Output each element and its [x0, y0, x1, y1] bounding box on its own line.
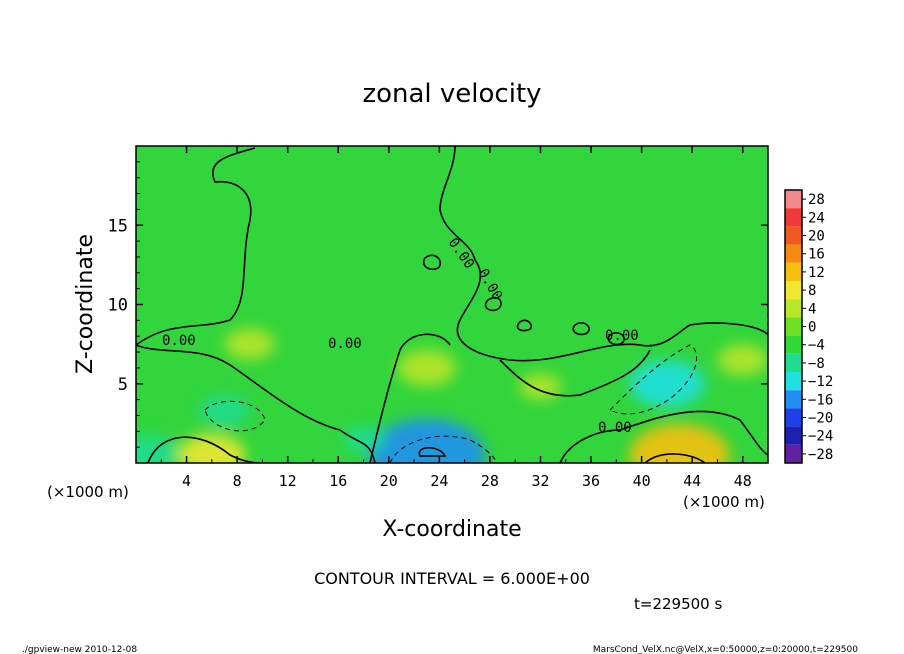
x-unit-label-right: (×1000 m) [683, 493, 765, 511]
colorbar-swatch [785, 226, 802, 245]
x-tick-label: 44 [683, 472, 701, 490]
field-feature-max [224, 328, 275, 360]
x-tick-label: 20 [380, 472, 398, 490]
colorbar-label: −24 [808, 429, 833, 445]
time-text: t=229500 s [634, 595, 722, 613]
field-feature-min [199, 395, 250, 427]
colorbar-label: −8 [808, 356, 825, 372]
colorbar-swatch [785, 244, 802, 263]
field-feature-max [717, 344, 768, 376]
contour-interval-text: CONTOUR INTERVAL = 6.000E+00 [314, 569, 590, 588]
x-tick-label: 12 [279, 472, 297, 490]
y-axis-label: Z-coordinate [73, 234, 98, 374]
field-feature-max [178, 434, 246, 463]
colorbar-swatch [785, 444, 802, 463]
colorbar-swatch [785, 317, 802, 336]
colorbar-label: −20 [808, 411, 833, 427]
x-unit-label-left: (×1000 m) [47, 483, 129, 501]
colorbar-label: 24 [808, 210, 825, 226]
contour-label: 0.00 [162, 333, 196, 349]
x-tick-label: 48 [734, 472, 752, 490]
x-tick-label: 24 [430, 472, 448, 490]
x-tick-label: 8 [233, 472, 242, 490]
y-tick-label: 10 [108, 296, 128, 316]
x-tick-label: 32 [531, 472, 549, 490]
x-tick-label: 28 [481, 472, 499, 490]
colorbar-label: 0 [808, 320, 816, 336]
colorbar-label: −4 [808, 338, 825, 354]
contour-lines [136, 146, 768, 463]
x-axis-label: X-coordinate [382, 517, 521, 542]
field-feature-max [519, 373, 562, 400]
x-tick-label: 40 [633, 472, 651, 490]
colorbar-swatch [785, 262, 802, 281]
footer-left: ./gpview-new 2010-12-08 [22, 645, 137, 654]
colorbar-label: 20 [808, 229, 825, 245]
colorbar-swatch [785, 208, 802, 227]
y-axis: 5 10 15 [108, 161, 768, 448]
chart-title: zonal velocity [362, 79, 541, 109]
contour-label: 0.00 [328, 336, 362, 352]
colorbar-swatch [785, 426, 802, 445]
colorbar-swatch [785, 372, 802, 391]
colorbar-swatch [785, 390, 802, 409]
colorbar-swatch [785, 299, 802, 318]
colorbar-label: −16 [808, 392, 833, 408]
contour-label: 0.00 [605, 328, 639, 344]
colorbar-label: 8 [808, 283, 816, 299]
plot-area [136, 146, 768, 463]
colorbar-label: 28 [808, 192, 825, 208]
field-feature-min [629, 360, 705, 408]
colorbar-swatch [785, 408, 802, 427]
colorbar-swatch [785, 190, 802, 209]
field-feature-max [629, 423, 730, 463]
field-feature-max [397, 349, 457, 387]
colorbar-label: −12 [808, 374, 833, 390]
colorbar-label: 16 [808, 247, 825, 263]
colorbar-swatch [785, 335, 802, 354]
y-tick-label: 5 [118, 375, 128, 395]
colorbar-label: 12 [808, 265, 825, 281]
colorbar-swatch [785, 353, 802, 372]
colorbar-label: −28 [808, 447, 833, 463]
x-tick-label: 16 [329, 472, 347, 490]
negative-contour-lines [204, 344, 698, 463]
colorbar-label: 4 [808, 301, 816, 317]
x-axis: 4 8 12 16 20 24 28 32 36 40 44 48 [160, 146, 752, 490]
y-tick-label: 15 [108, 216, 128, 236]
footer-right: MarsCond_VelX.nc@VelX,x=0:50000,z=0:2000… [593, 645, 858, 654]
colorbar: 28 24 20 16 12 8 4 0 −4 −8 −12 −16 −20 −24 −28 [784, 189, 833, 464]
x-tick-label: 36 [582, 472, 600, 490]
contour-label: 0.00 [598, 420, 632, 436]
colorbar-swatch [785, 281, 802, 300]
x-tick-label: 4 [182, 472, 191, 490]
